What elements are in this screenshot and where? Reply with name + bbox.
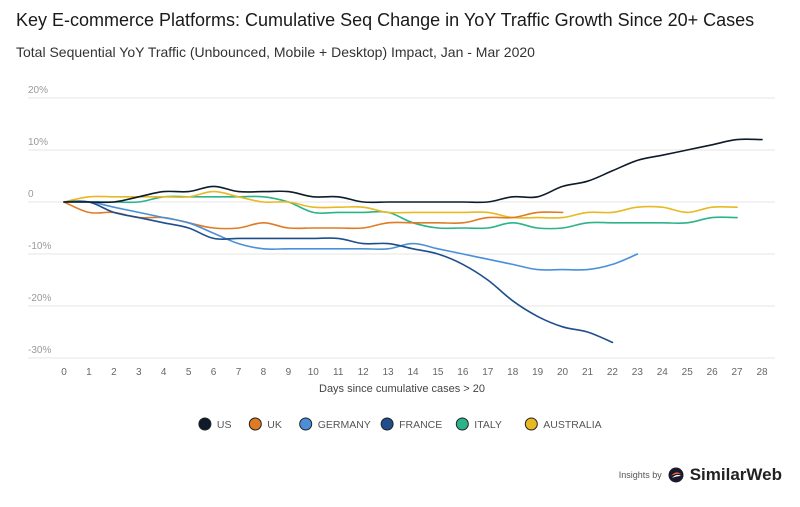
x-tick-label: 26 [707, 367, 719, 378]
x-tick-label: 9 [286, 367, 292, 378]
credit-prefix: Insights by [618, 470, 662, 480]
x-tick-label: 16 [457, 367, 469, 378]
x-tick-label: 10 [308, 367, 320, 378]
x-tick-label: 21 [582, 367, 594, 378]
x-tick-label: 3 [136, 367, 142, 378]
y-tick-label: 0 [28, 189, 34, 200]
x-tick-label: 17 [482, 367, 494, 378]
y-tick-label: -10% [28, 241, 51, 252]
series-line-us [63, 138, 763, 204]
x-tick-label: 27 [732, 367, 744, 378]
legend-swatch [248, 417, 262, 431]
x-tick-label: 13 [383, 367, 395, 378]
x-tick-label: 8 [261, 367, 267, 378]
credit-brand: SimilarWeb [689, 465, 782, 484]
legend-swatch [198, 417, 212, 431]
legend-label: ITALY [474, 419, 502, 431]
x-tick-label: 2 [111, 367, 117, 378]
x-tick-label: 0 [61, 367, 67, 378]
x-tick-label: 5 [186, 367, 192, 378]
chart-subtitle: Total Sequential YoY Traffic (Unbounced,… [16, 44, 535, 60]
legend-label: AUSTRALIA [543, 419, 601, 431]
series-line-germany [63, 200, 639, 271]
series-line-france [63, 200, 614, 344]
legend-item-uk: UK [248, 417, 282, 431]
x-tick-label: 18 [507, 367, 519, 378]
x-tick-label: 22 [607, 367, 619, 378]
x-tick-label: 23 [632, 367, 644, 378]
legend-item-italy: ITALY [455, 417, 502, 431]
legend-item-france: FRANCE [380, 417, 442, 431]
legend-item-australia: AUSTRALIA [524, 417, 602, 431]
y-tick-label: -30% [28, 345, 51, 356]
legend-swatch [380, 417, 394, 431]
x-tick-label: 7 [236, 367, 242, 378]
legend-swatch [455, 417, 469, 431]
x-tick-label: 12 [358, 367, 370, 378]
y-tick-label: 20% [28, 85, 48, 96]
credit: Insights by SimilarWeb [619, 465, 782, 485]
x-tick-label: 14 [407, 367, 419, 378]
x-tick-label: 25 [682, 367, 694, 378]
x-tick-label: 19 [532, 367, 544, 378]
legend: US UK GERMANY FRANCE ITALY AUSTRALIA [198, 417, 602, 431]
x-tick-label: 28 [756, 367, 768, 378]
legend-swatch [299, 417, 313, 431]
legend-label: FRANCE [399, 419, 442, 431]
y-tick-label: 10% [28, 137, 48, 148]
x-tick-label: 4 [161, 367, 167, 378]
chart-title: Key E-commerce Platforms: Cumulative Seq… [16, 10, 755, 30]
x-tick-label: 1 [86, 367, 92, 378]
legend-label: GERMANY [318, 419, 371, 431]
legend-swatch [524, 417, 538, 431]
similarweb-logo-icon [668, 467, 684, 483]
legend-item-germany: GERMANY [299, 417, 371, 431]
series-lines [63, 138, 763, 344]
legend-item-us: US [198, 417, 232, 431]
y-axis-ticks: 20% 10% 0 -10% -20% -30% [28, 85, 51, 356]
x-tick-label: 11 [333, 367, 344, 378]
x-tick-label: 20 [557, 367, 569, 378]
x-tick-label: 15 [432, 367, 444, 378]
series-line-uk [63, 201, 564, 230]
legend-label: US [217, 419, 232, 431]
x-tick-label: 24 [657, 367, 669, 378]
x-axis-ticks: 0 1 2 3 4 5 6 7 8 9 10 11 12 13 14 15 16 17 18 19 20 21 22 23 24… [61, 367, 768, 378]
series-line-australia [63, 190, 738, 219]
y-tick-label: -20% [28, 293, 51, 304]
gridlines [28, 97, 775, 359]
x-axis-label: Days since cumulative cases > 20 [319, 383, 485, 395]
x-tick-label: 6 [211, 367, 217, 378]
legend-label: UK [267, 419, 282, 431]
